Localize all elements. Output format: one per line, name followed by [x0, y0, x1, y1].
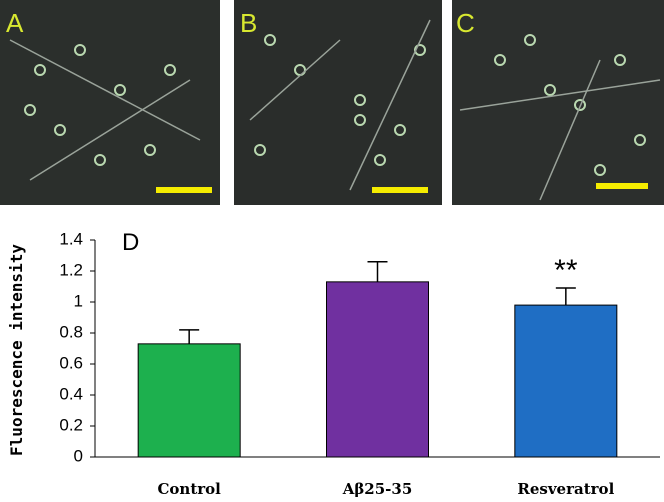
x-tick-label: Control — [157, 480, 221, 498]
y-tick-label: 0 — [74, 446, 83, 465]
significance-label: ** — [554, 254, 578, 287]
scale-bar — [156, 183, 648, 193]
panel-image — [452, 0, 664, 205]
cells — [24, 34, 646, 176]
y-tick-label: 0.8 — [59, 322, 83, 341]
y-tick-label: 0.6 — [59, 353, 83, 372]
y-tick-label: 1.2 — [59, 260, 83, 279]
panel-label: A — [6, 8, 24, 38]
y-tick-label: 1 — [74, 291, 83, 310]
panel-label: D — [122, 229, 139, 256]
panel-image — [0, 0, 220, 205]
panel-label: C — [456, 8, 475, 38]
micrographs: A B C — [0, 0, 664, 205]
bar — [326, 281, 429, 458]
x-tick-label: Resveratrol — [517, 480, 614, 498]
y-tick-label: 0.2 — [59, 415, 83, 434]
bar — [514, 304, 618, 458]
y-axis-title: Fluorescence intensity — [7, 244, 26, 456]
panel-image — [234, 0, 442, 205]
neurites — [9, 19, 661, 201]
x-tick-label: Aβ25-35 — [342, 480, 413, 498]
y-tick-label: 0.4 — [59, 384, 83, 403]
panel-label: B — [240, 8, 257, 38]
y-tick-label: 1.4 — [59, 229, 83, 248]
bar — [137, 343, 241, 458]
